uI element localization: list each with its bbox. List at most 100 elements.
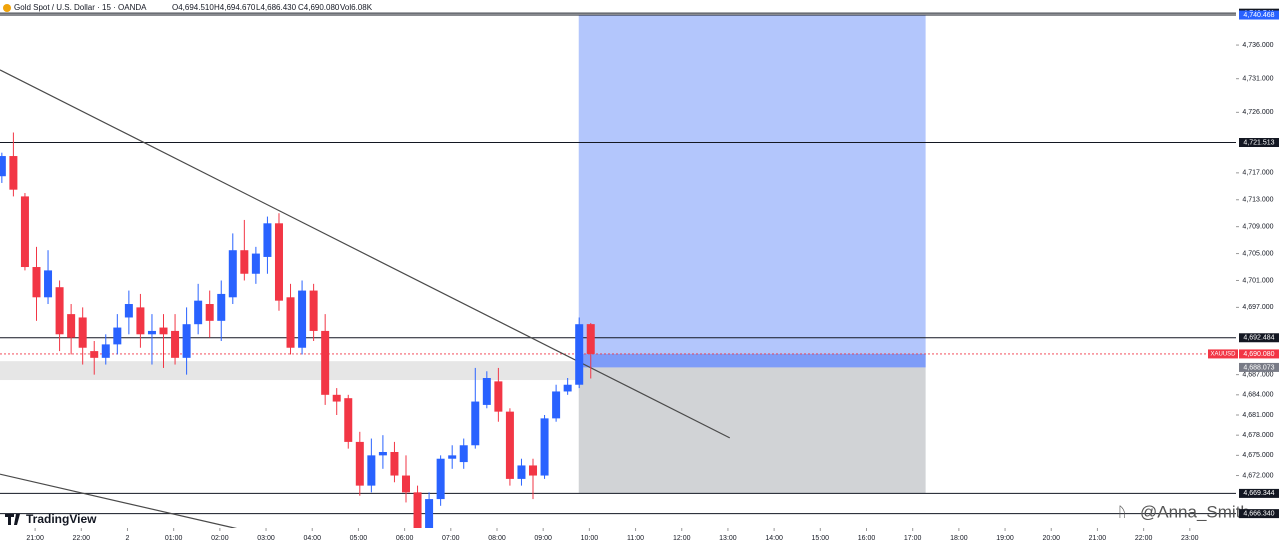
level-box (1239, 509, 1279, 519)
y-tick-label: 4,681.000 (1242, 412, 1273, 419)
candle-body (263, 223, 272, 257)
target-label: 4,740.468 (1243, 12, 1274, 19)
candle-body (217, 293, 226, 321)
candle-body (101, 344, 110, 358)
y-tick-label: 4,697.000 (1242, 304, 1273, 311)
x-tick-label: 15:00 (812, 535, 830, 542)
x-tick-label: 21:00 (26, 535, 44, 542)
candle-body (147, 330, 156, 335)
x-tick-label: 01:00 (165, 535, 183, 542)
stop-label: 4,669.344 (1243, 490, 1274, 497)
level-label: 4,721.513 (1243, 139, 1274, 146)
x-tick-label: 19:00 (996, 535, 1014, 542)
target-box (1239, 10, 1279, 20)
trendline (0, 69, 731, 439)
candle-body (90, 351, 99, 358)
x-tick-label: 06:00 (396, 535, 414, 542)
candle-body (274, 223, 283, 301)
candle-body (309, 290, 318, 331)
watermark-icon: ᚢ (1118, 504, 1126, 520)
position-stop-area (578, 367, 926, 494)
high: H4,694.670 (214, 3, 256, 12)
x-tick-label: 04:00 (303, 535, 321, 542)
x-tick-label: 09:00 (534, 535, 552, 542)
candle-body (67, 314, 76, 338)
price-box (1239, 349, 1279, 359)
candle-body (251, 253, 260, 274)
candle-body (78, 317, 87, 348)
candle-body (0, 156, 6, 177)
x-tick-label: 12:00 (673, 535, 691, 542)
candle-body (20, 196, 29, 268)
position-open-profit (578, 353, 926, 368)
trendline (0, 473, 244, 531)
candle-body (448, 455, 457, 459)
candle-body (494, 381, 503, 412)
close: C4,690.080 (298, 3, 340, 12)
entry-label: 4,688.073 (1243, 364, 1274, 371)
y-tick-label: 4,701.000 (1242, 277, 1273, 284)
volume: Vol6.08K (340, 3, 373, 12)
y-tick-label: 4,736.000 (1242, 42, 1273, 49)
candle-body (575, 324, 584, 385)
y-tick-label: 4,726.000 (1242, 109, 1273, 116)
level-label: 4,666.340 (1243, 510, 1274, 517)
open: O4,694.510 (172, 3, 214, 12)
candle-body (425, 499, 434, 530)
y-tick-label: 4,678.000 (1242, 432, 1273, 439)
y-tick-label: 4,705.000 (1242, 250, 1273, 257)
symbol: Gold Spot / U.S. Dollar · 15 · OANDA (14, 3, 147, 12)
x-tick-label: 22:00 (73, 535, 91, 542)
candle-body (367, 455, 376, 486)
x-tick-label: 07:00 (442, 535, 460, 542)
x-tick-label: 20:00 (1042, 535, 1060, 542)
level-box (1239, 138, 1279, 148)
plot-area (0, 12, 1236, 533)
time-axis (0, 528, 1236, 547)
candle-body (321, 330, 330, 395)
x-tick-label: 16:00 (858, 535, 876, 542)
candle-body (586, 324, 595, 354)
candle-body (240, 250, 249, 274)
candle-body (113, 327, 122, 345)
candle-body (228, 250, 237, 298)
y-tick-label: 4,687.000 (1242, 371, 1273, 378)
candle-body (194, 300, 203, 325)
candle-body (540, 418, 549, 476)
price-label: 4,690.080 (1243, 351, 1274, 358)
x-tick-label: 05:00 (350, 535, 368, 542)
candle-body (205, 304, 214, 321)
x-tick-label: 13:00 (719, 535, 737, 542)
y-tick-label: 4,672.000 (1242, 472, 1273, 479)
y-tick-label: 4,717.000 (1242, 170, 1273, 177)
price-name-box (1208, 349, 1238, 359)
candle-body (563, 384, 572, 392)
candle-body (378, 451, 387, 456)
candle-body (298, 290, 307, 348)
candle-body (390, 451, 399, 476)
x-tick-label: 2 (126, 535, 130, 542)
candle-body (124, 304, 133, 318)
y-tick-label: 4,709.000 (1242, 224, 1273, 231)
zone (0, 361, 579, 381)
logo-icon (5, 514, 20, 525)
x-tick-label: 14:00 (765, 535, 783, 542)
candle-body (171, 330, 180, 358)
x-tick-label: 10:00 (581, 535, 599, 542)
candle-body (401, 475, 410, 493)
candle-body (286, 297, 295, 348)
level-label: 4,692.484 (1243, 335, 1274, 342)
x-tick-label: 11:00 (627, 535, 644, 542)
candle-body (182, 324, 191, 358)
y-tick-label: 4,731.000 (1242, 76, 1273, 83)
candle-body (459, 445, 468, 463)
logo: TradingView (26, 512, 97, 526)
entry-box (1239, 362, 1279, 372)
candle-body (355, 441, 364, 486)
x-tick-label: 23:00 (1181, 535, 1199, 542)
candle-body (32, 267, 41, 298)
candle-body (136, 307, 145, 335)
candle-body (505, 411, 514, 479)
candle-body (413, 492, 422, 530)
